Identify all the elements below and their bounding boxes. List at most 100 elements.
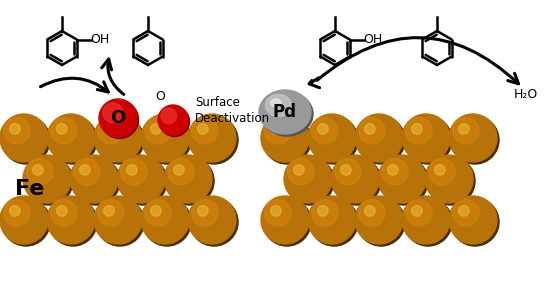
Circle shape — [451, 198, 499, 246]
Circle shape — [2, 116, 50, 164]
Circle shape — [265, 200, 291, 226]
Circle shape — [70, 155, 118, 203]
Circle shape — [9, 124, 20, 134]
Circle shape — [312, 118, 338, 144]
Circle shape — [191, 118, 218, 144]
Circle shape — [4, 200, 30, 226]
Circle shape — [365, 124, 375, 134]
Circle shape — [334, 159, 361, 185]
Circle shape — [145, 200, 171, 226]
Circle shape — [425, 155, 473, 203]
Circle shape — [405, 118, 432, 144]
Circle shape — [143, 198, 191, 246]
Ellipse shape — [261, 92, 313, 136]
Circle shape — [32, 165, 43, 175]
Circle shape — [188, 196, 236, 244]
Circle shape — [174, 165, 184, 175]
Circle shape — [411, 206, 422, 216]
Circle shape — [404, 198, 452, 246]
Circle shape — [294, 165, 304, 175]
Circle shape — [190, 198, 238, 246]
Circle shape — [405, 200, 432, 226]
Circle shape — [317, 206, 328, 216]
Circle shape — [120, 159, 147, 185]
Circle shape — [57, 206, 67, 216]
Circle shape — [459, 206, 469, 216]
Circle shape — [103, 206, 114, 216]
Circle shape — [74, 159, 100, 185]
Circle shape — [308, 114, 356, 162]
Circle shape — [47, 196, 95, 244]
Circle shape — [310, 116, 358, 164]
Circle shape — [357, 198, 405, 246]
Circle shape — [286, 157, 334, 205]
Circle shape — [161, 108, 177, 124]
Circle shape — [265, 118, 291, 144]
Circle shape — [404, 116, 452, 164]
Circle shape — [451, 116, 499, 164]
Circle shape — [9, 206, 20, 216]
Circle shape — [99, 99, 137, 137]
Text: Fe: Fe — [15, 179, 45, 199]
Circle shape — [126, 165, 137, 175]
Circle shape — [72, 157, 120, 205]
Circle shape — [197, 124, 208, 134]
Text: O: O — [111, 109, 125, 127]
Circle shape — [0, 196, 48, 244]
Circle shape — [271, 206, 281, 216]
Circle shape — [449, 196, 497, 244]
Circle shape — [57, 124, 67, 134]
Circle shape — [261, 196, 309, 244]
Circle shape — [97, 200, 124, 226]
Circle shape — [51, 118, 77, 144]
Circle shape — [355, 114, 403, 162]
Circle shape — [263, 198, 311, 246]
Circle shape — [49, 116, 97, 164]
Circle shape — [453, 118, 479, 144]
Circle shape — [164, 155, 212, 203]
Circle shape — [284, 155, 332, 203]
Circle shape — [0, 114, 48, 162]
Circle shape — [117, 155, 165, 203]
Text: O: O — [155, 89, 165, 103]
Circle shape — [434, 165, 445, 175]
Circle shape — [331, 155, 379, 203]
Circle shape — [190, 116, 238, 164]
Circle shape — [94, 114, 142, 162]
Circle shape — [449, 114, 497, 162]
Circle shape — [312, 200, 338, 226]
Circle shape — [47, 114, 95, 162]
Text: Pd: Pd — [273, 103, 297, 121]
Circle shape — [271, 124, 281, 134]
Circle shape — [2, 198, 50, 246]
Ellipse shape — [259, 90, 311, 134]
Circle shape — [428, 159, 455, 185]
Circle shape — [49, 198, 97, 246]
Circle shape — [310, 198, 358, 246]
Circle shape — [308, 196, 356, 244]
Circle shape — [51, 200, 77, 226]
Circle shape — [166, 157, 214, 205]
Circle shape — [191, 200, 218, 226]
Text: OH: OH — [364, 33, 383, 46]
Circle shape — [103, 124, 114, 134]
Circle shape — [382, 159, 408, 185]
Circle shape — [333, 157, 381, 205]
Circle shape — [197, 206, 208, 216]
Circle shape — [25, 157, 73, 205]
Circle shape — [359, 200, 385, 226]
Circle shape — [4, 118, 30, 144]
Circle shape — [288, 159, 314, 185]
Circle shape — [402, 196, 450, 244]
Circle shape — [143, 116, 191, 164]
Circle shape — [97, 118, 124, 144]
Circle shape — [158, 105, 188, 135]
Circle shape — [103, 103, 123, 123]
Ellipse shape — [271, 99, 281, 106]
Circle shape — [141, 114, 189, 162]
Circle shape — [359, 118, 385, 144]
Circle shape — [317, 124, 328, 134]
Circle shape — [357, 116, 405, 164]
Circle shape — [365, 206, 375, 216]
Circle shape — [151, 206, 161, 216]
